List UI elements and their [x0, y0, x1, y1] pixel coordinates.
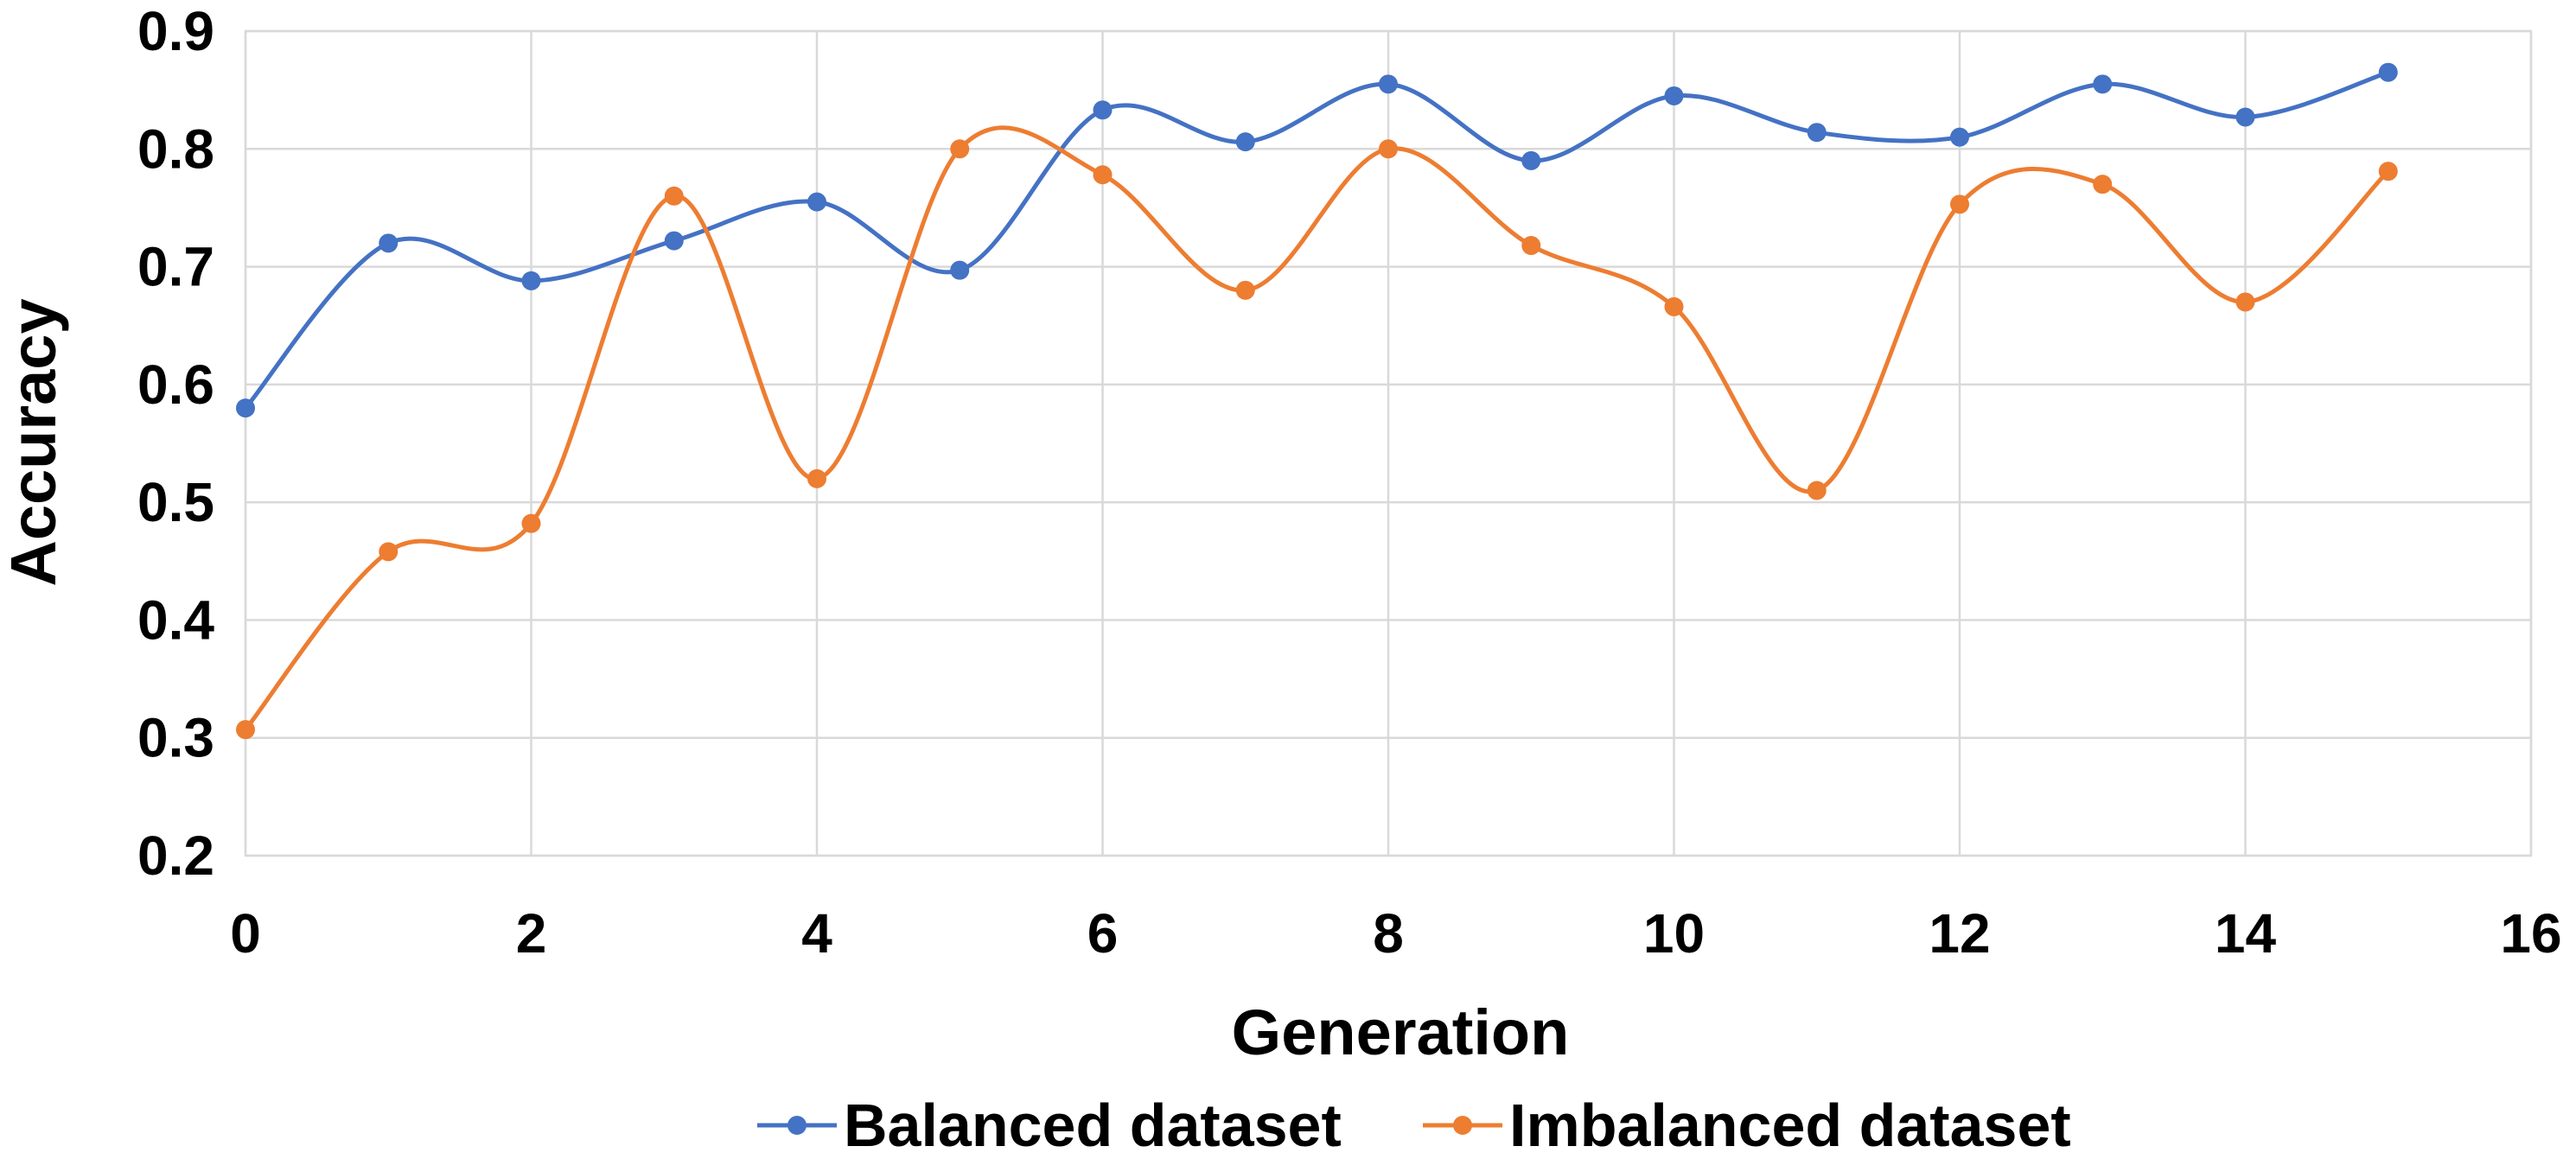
series-balanced [236, 62, 2398, 418]
data-point-balanced-6 [1093, 100, 1113, 120]
y-tick-label: 0.5 [137, 471, 214, 533]
axes [244, 29, 2533, 857]
data-point-imbalanced-7 [1235, 280, 1255, 300]
data-point-balanced-14 [2235, 107, 2255, 127]
legend-label-balanced: Balanced dataset [844, 1092, 1342, 1159]
x-tick-label: 6 [1087, 902, 1119, 965]
data-point-balanced-7 [1235, 132, 1255, 152]
data-point-imbalanced-1 [379, 542, 399, 562]
y-tick-label: 0.6 [137, 353, 214, 416]
x-tick-label: 14 [2215, 902, 2277, 965]
data-point-balanced-15 [2378, 62, 2398, 82]
x-tick-label: 10 [1643, 902, 1705, 965]
legend: Balanced dataset Imbalanced dataset [757, 1092, 2071, 1159]
data-point-imbalanced-14 [2235, 292, 2255, 312]
x-tick-label: 2 [516, 902, 547, 965]
data-point-balanced-4 [807, 192, 826, 212]
series-line-imbalanced [243, 125, 2391, 732]
data-point-balanced-10 [1664, 86, 1684, 105]
data-point-imbalanced-0 [236, 720, 255, 740]
data-point-imbalanced-8 [1379, 139, 1398, 159]
y-axis-tick-labels: 0.2 0.3 0.4 0.5 0.6 0.7 0.8 0.9 [137, 0, 214, 887]
data-point-balanced-1 [379, 233, 399, 253]
y-tick-label: 0.3 [137, 707, 214, 769]
legend-item-balanced: Balanced dataset [757, 1092, 1342, 1159]
y-tick-label: 0.7 [137, 236, 214, 298]
legend-swatch-marker-imbalanced [1453, 1116, 1472, 1135]
data-point-imbalanced-4 [807, 468, 826, 488]
y-tick-label: 0.8 [137, 118, 214, 180]
data-point-imbalanced-13 [2093, 175, 2113, 194]
x-tick-label: 0 [230, 902, 261, 965]
data-point-imbalanced-6 [1093, 165, 1113, 185]
series-imbalanced [236, 125, 2398, 740]
series-layer [236, 62, 2398, 740]
x-axis-tick-labels: 0 2 4 6 8 10 12 14 16 [230, 902, 2561, 965]
data-point-balanced-12 [1950, 127, 1969, 147]
series-line-balanced [243, 70, 2391, 411]
x-tick-label: 4 [801, 902, 832, 965]
data-point-imbalanced-5 [950, 139, 970, 159]
data-point-balanced-9 [1521, 150, 1541, 170]
data-point-balanced-8 [1379, 74, 1398, 94]
x-tick-label: 8 [1373, 902, 1404, 965]
y-tick-label: 0.2 [137, 825, 214, 887]
data-point-balanced-5 [950, 260, 970, 280]
x-tick-label: 16 [2500, 902, 2561, 965]
y-axis-title: Accuracy [0, 298, 69, 586]
data-point-imbalanced-12 [1950, 194, 1969, 214]
data-point-balanced-3 [664, 231, 684, 251]
data-point-imbalanced-9 [1521, 236, 1541, 256]
x-axis-title: Generation [1232, 997, 1570, 1068]
data-point-imbalanced-2 [521, 513, 541, 533]
y-tick-label: 0.4 [137, 589, 214, 651]
data-point-balanced-0 [236, 398, 255, 418]
y-tick-label: 0.9 [137, 0, 214, 62]
legend-label-imbalanced: Imbalanced dataset [1509, 1092, 2071, 1159]
data-point-imbalanced-15 [2378, 162, 2398, 181]
legend-swatch-marker-balanced [787, 1116, 807, 1135]
data-point-imbalanced-11 [1807, 481, 1827, 500]
data-point-balanced-11 [1807, 123, 1827, 143]
plot-area-border [244, 29, 2533, 857]
data-point-balanced-2 [521, 271, 541, 290]
data-point-imbalanced-3 [664, 186, 684, 206]
data-point-imbalanced-10 [1664, 296, 1684, 316]
legend-item-imbalanced: Imbalanced dataset [1423, 1092, 2071, 1159]
x-tick-label: 12 [1929, 902, 1990, 965]
data-point-balanced-13 [2093, 74, 2113, 94]
